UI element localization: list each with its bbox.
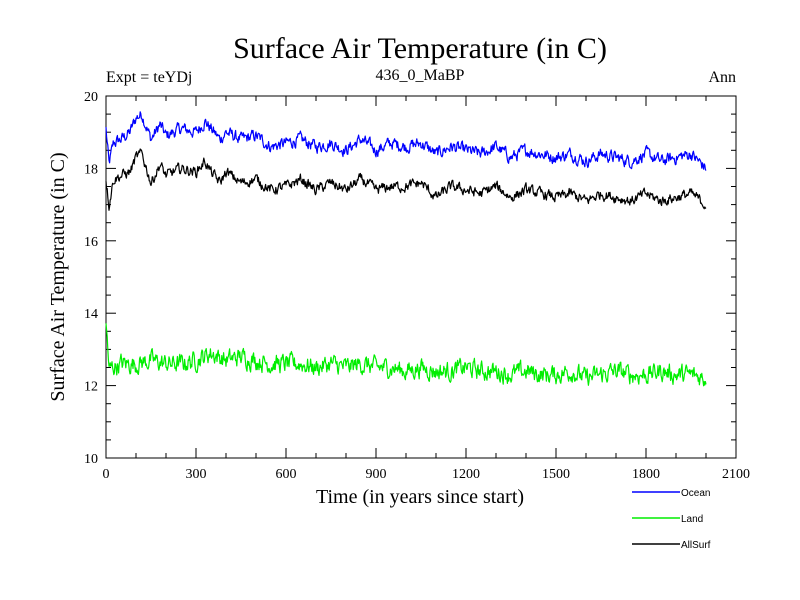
series-layer — [105, 111, 707, 387]
y-tick-label: 10 — [84, 452, 98, 467]
plot-area — [105, 95, 737, 459]
plot-frame — [105, 95, 737, 459]
series-line-ocean — [105, 111, 707, 171]
legend-label: AllSurf — [681, 540, 711, 551]
legend-label: Ocean — [681, 488, 710, 499]
y-tick-label: 16 — [84, 235, 98, 250]
x-tick-label: 1500 — [542, 467, 570, 482]
y-axis-label: Surface Air Temperature (in C) — [47, 152, 69, 401]
legend: Ocean Land AllSurf — [632, 488, 711, 551]
x-tick-label: 600 — [276, 467, 297, 482]
chart-title: Surface Air Temperature (in C) — [233, 32, 607, 65]
x-tick-label: 0 — [103, 467, 110, 482]
legend-label: Land — [681, 514, 703, 525]
y-tick-label: 12 — [84, 380, 98, 395]
period-label: Ann — [708, 69, 736, 86]
x-tick-label: 300 — [186, 467, 207, 482]
y-tick-label: 20 — [84, 90, 98, 105]
series-line-land — [105, 323, 707, 387]
x-tick-label: 900 — [366, 467, 387, 482]
axis-ticks: 0 300 600 900 1200 1500 1800 2100 10 12 14 16 18 20 — [84, 90, 750, 482]
y-tick-label: 18 — [84, 162, 98, 177]
chart-subtitle: 436_0_MaBP — [376, 67, 465, 84]
series-line-allsurf — [105, 148, 707, 211]
y-tick-label: 14 — [84, 307, 98, 322]
x-tick-label: 2100 — [722, 467, 750, 482]
x-tick-label: 1800 — [632, 467, 660, 482]
x-tick-label: 1200 — [452, 467, 480, 482]
x-axis-label: Time (in years since start) — [316, 486, 524, 508]
expt-label: Expt = teYDj — [106, 69, 192, 86]
